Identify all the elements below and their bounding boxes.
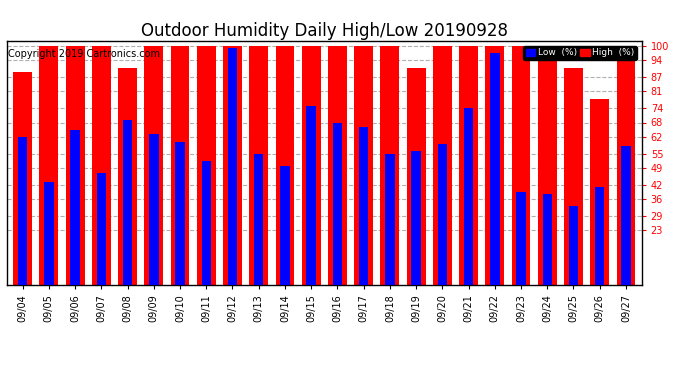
Bar	[359, 127, 368, 285]
Bar	[92, 46, 111, 285]
Bar	[175, 142, 185, 285]
Bar	[464, 108, 473, 285]
Bar	[511, 46, 531, 285]
Bar	[18, 137, 28, 285]
Bar	[249, 46, 268, 285]
Bar	[280, 165, 290, 285]
Title: Outdoor Humidity Daily High/Low 20190928: Outdoor Humidity Daily High/Low 20190928	[141, 22, 508, 40]
Legend: Low  (%), High  (%): Low (%), High (%)	[523, 46, 637, 60]
Bar	[97, 172, 106, 285]
Bar	[411, 151, 421, 285]
Bar	[406, 68, 426, 285]
Bar	[123, 120, 132, 285]
Bar	[70, 130, 80, 285]
Bar	[595, 187, 604, 285]
Bar	[437, 144, 447, 285]
Bar	[542, 194, 552, 285]
Bar	[13, 72, 32, 285]
Bar	[385, 154, 395, 285]
Bar	[44, 182, 54, 285]
Bar	[459, 46, 478, 285]
Bar	[485, 46, 504, 285]
Bar	[590, 99, 609, 285]
Bar	[228, 48, 237, 285]
Bar	[380, 46, 400, 285]
Bar	[275, 46, 295, 285]
Bar	[569, 206, 578, 285]
Bar	[118, 68, 137, 285]
Bar	[149, 135, 159, 285]
Bar	[538, 46, 557, 285]
Bar	[144, 46, 164, 285]
Bar	[354, 46, 373, 285]
Bar	[617, 46, 635, 285]
Bar	[39, 46, 59, 285]
Bar	[621, 146, 631, 285]
Bar	[254, 154, 264, 285]
Text: Copyright 2019 Cartronics.com: Copyright 2019 Cartronics.com	[8, 49, 159, 58]
Bar	[223, 46, 242, 285]
Bar	[490, 53, 500, 285]
Bar	[328, 46, 347, 285]
Bar	[516, 192, 526, 285]
Bar	[333, 123, 342, 285]
Bar	[170, 46, 190, 285]
Bar	[66, 46, 85, 285]
Bar	[306, 106, 316, 285]
Bar	[433, 46, 452, 285]
Bar	[302, 46, 321, 285]
Bar	[201, 161, 211, 285]
Bar	[564, 68, 583, 285]
Bar	[197, 46, 216, 285]
